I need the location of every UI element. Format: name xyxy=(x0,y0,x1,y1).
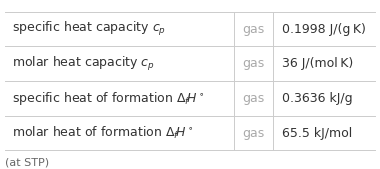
Text: gas: gas xyxy=(242,127,264,140)
Text: (at STP): (at STP) xyxy=(5,157,49,167)
Text: specific heat of formation $\Delta_f\!H^\circ$: specific heat of formation $\Delta_f\!H^… xyxy=(12,90,204,107)
Text: 0.1998 J/(g K): 0.1998 J/(g K) xyxy=(282,23,366,36)
Text: gas: gas xyxy=(242,57,264,70)
Text: specific heat capacity $c_p$: specific heat capacity $c_p$ xyxy=(12,20,166,38)
Text: molar heat of formation $\Delta_f\!H^\circ$: molar heat of formation $\Delta_f\!H^\ci… xyxy=(12,125,193,141)
Text: 65.5 kJ/mol: 65.5 kJ/mol xyxy=(282,127,353,140)
Text: 0.3636 kJ/g: 0.3636 kJ/g xyxy=(282,92,353,105)
Text: molar heat capacity $c_p$: molar heat capacity $c_p$ xyxy=(12,55,155,73)
Text: 36 J/(mol K): 36 J/(mol K) xyxy=(282,57,353,70)
Text: gas: gas xyxy=(242,92,264,105)
Text: gas: gas xyxy=(242,23,264,36)
